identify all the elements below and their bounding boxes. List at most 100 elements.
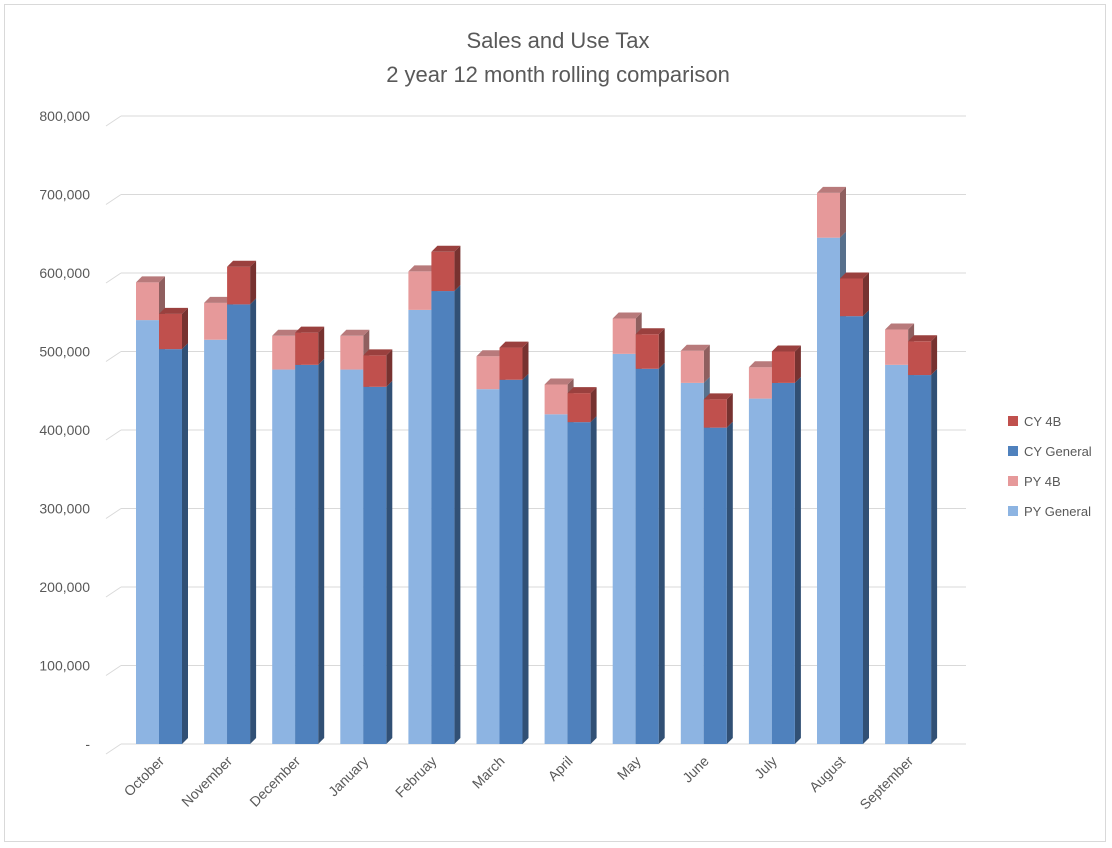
bar-front [499, 379, 523, 744]
chart-title: Sales and Use Tax [466, 28, 649, 53]
bar-segment [817, 186, 846, 238]
bar-front [840, 278, 863, 317]
bar-segment [340, 329, 370, 370]
bar-side [703, 344, 710, 383]
bar-front [136, 320, 159, 744]
gridline-diag [105, 429, 122, 441]
x-tick-label: December [246, 753, 303, 810]
bars [136, 186, 938, 745]
bar-front [159, 349, 182, 744]
bar-side [250, 298, 257, 744]
bar-segment [363, 380, 393, 744]
bar-top [431, 245, 461, 252]
gridline-diag [105, 351, 122, 362]
legend-swatch [1008, 476, 1018, 486]
y-tick-label: - [85, 736, 90, 752]
bar-segment [635, 362, 665, 744]
bar-front [272, 369, 296, 744]
bar-front [567, 422, 591, 744]
y-tick-label: 500,000 [39, 344, 90, 360]
bar-side [658, 362, 665, 744]
x-tick-label: August [806, 753, 848, 795]
bar-front [408, 309, 432, 744]
bar-front [908, 375, 932, 744]
bar-front [544, 414, 568, 744]
bar-top [499, 341, 529, 348]
bar-front [635, 334, 659, 369]
bar-side [522, 341, 529, 380]
bar-side [318, 358, 325, 744]
bar-segment [680, 344, 710, 383]
bar-side [794, 376, 801, 744]
bar-segment [363, 349, 393, 387]
bar-segment [771, 345, 801, 383]
bar-top [159, 307, 188, 314]
gridline-diag [105, 586, 122, 598]
x-tick-label: November [178, 753, 235, 810]
bar-segment [159, 343, 188, 744]
bar-side [726, 421, 733, 744]
bar-top [885, 323, 915, 330]
legend: CY 4B CY General PY 4B PY General [1008, 414, 1092, 519]
bar-front [204, 339, 228, 744]
bar-segment [840, 310, 869, 744]
bar-segment [908, 369, 938, 744]
gridline-diag [105, 115, 122, 127]
bar-top [272, 329, 302, 336]
bar-front [908, 341, 932, 376]
bar-segment [840, 272, 869, 317]
bar-front [748, 367, 772, 399]
chart-subtitle: 2 year 12 month rolling comparison [386, 62, 730, 87]
bar-side [931, 369, 938, 744]
x-tick-label: March [469, 753, 508, 792]
legend-label: CY General [1024, 444, 1092, 459]
bar-side [658, 328, 665, 369]
bar-front [227, 266, 251, 305]
bar-segment [431, 285, 461, 744]
bar-segment [703, 421, 733, 744]
bar-top [748, 361, 778, 368]
bar-segment [771, 376, 801, 744]
x-tick-label: September [856, 753, 916, 813]
bar-side [386, 349, 393, 387]
legend-label: PY 4B [1024, 474, 1061, 489]
gridline-diag [105, 194, 122, 205]
bar-segment [703, 393, 733, 428]
gridline-diag [105, 272, 122, 284]
y-axis-ticks: - 100,000 200,000 300,000 400,000 500,000 600,… [39, 108, 90, 752]
bar-segment [499, 341, 529, 380]
bar-side [726, 393, 733, 428]
bar-top [476, 350, 506, 357]
bar-front [295, 364, 319, 744]
bar-top [408, 265, 438, 272]
bar-segment [499, 373, 529, 744]
bar-top [567, 387, 597, 394]
bar-front [635, 368, 659, 744]
bar-top [544, 378, 574, 385]
bar-side [182, 343, 188, 744]
x-tick-label: October [121, 753, 168, 800]
legend-swatch [1008, 446, 1018, 456]
bar-segment [227, 260, 257, 305]
bar-side [590, 416, 597, 744]
legend-swatch [1008, 416, 1018, 426]
bar-front [363, 386, 387, 744]
bar-side [454, 245, 461, 292]
bar-front [567, 393, 591, 423]
bar-top [295, 326, 325, 333]
bar-front [680, 350, 704, 383]
bar-segment [612, 312, 642, 354]
x-tick-label: Februay [392, 753, 440, 801]
bar-front [771, 351, 795, 383]
bar-front [885, 329, 909, 365]
bar-front [817, 192, 840, 238]
x-tick-label: July [751, 753, 780, 782]
x-tick-label: May [614, 753, 644, 783]
gridline-diag [105, 743, 122, 755]
bar-top [840, 272, 869, 279]
legend-swatch [1008, 506, 1018, 516]
bar-side [590, 387, 597, 423]
bar-side [840, 186, 846, 238]
bar-front [272, 335, 296, 370]
